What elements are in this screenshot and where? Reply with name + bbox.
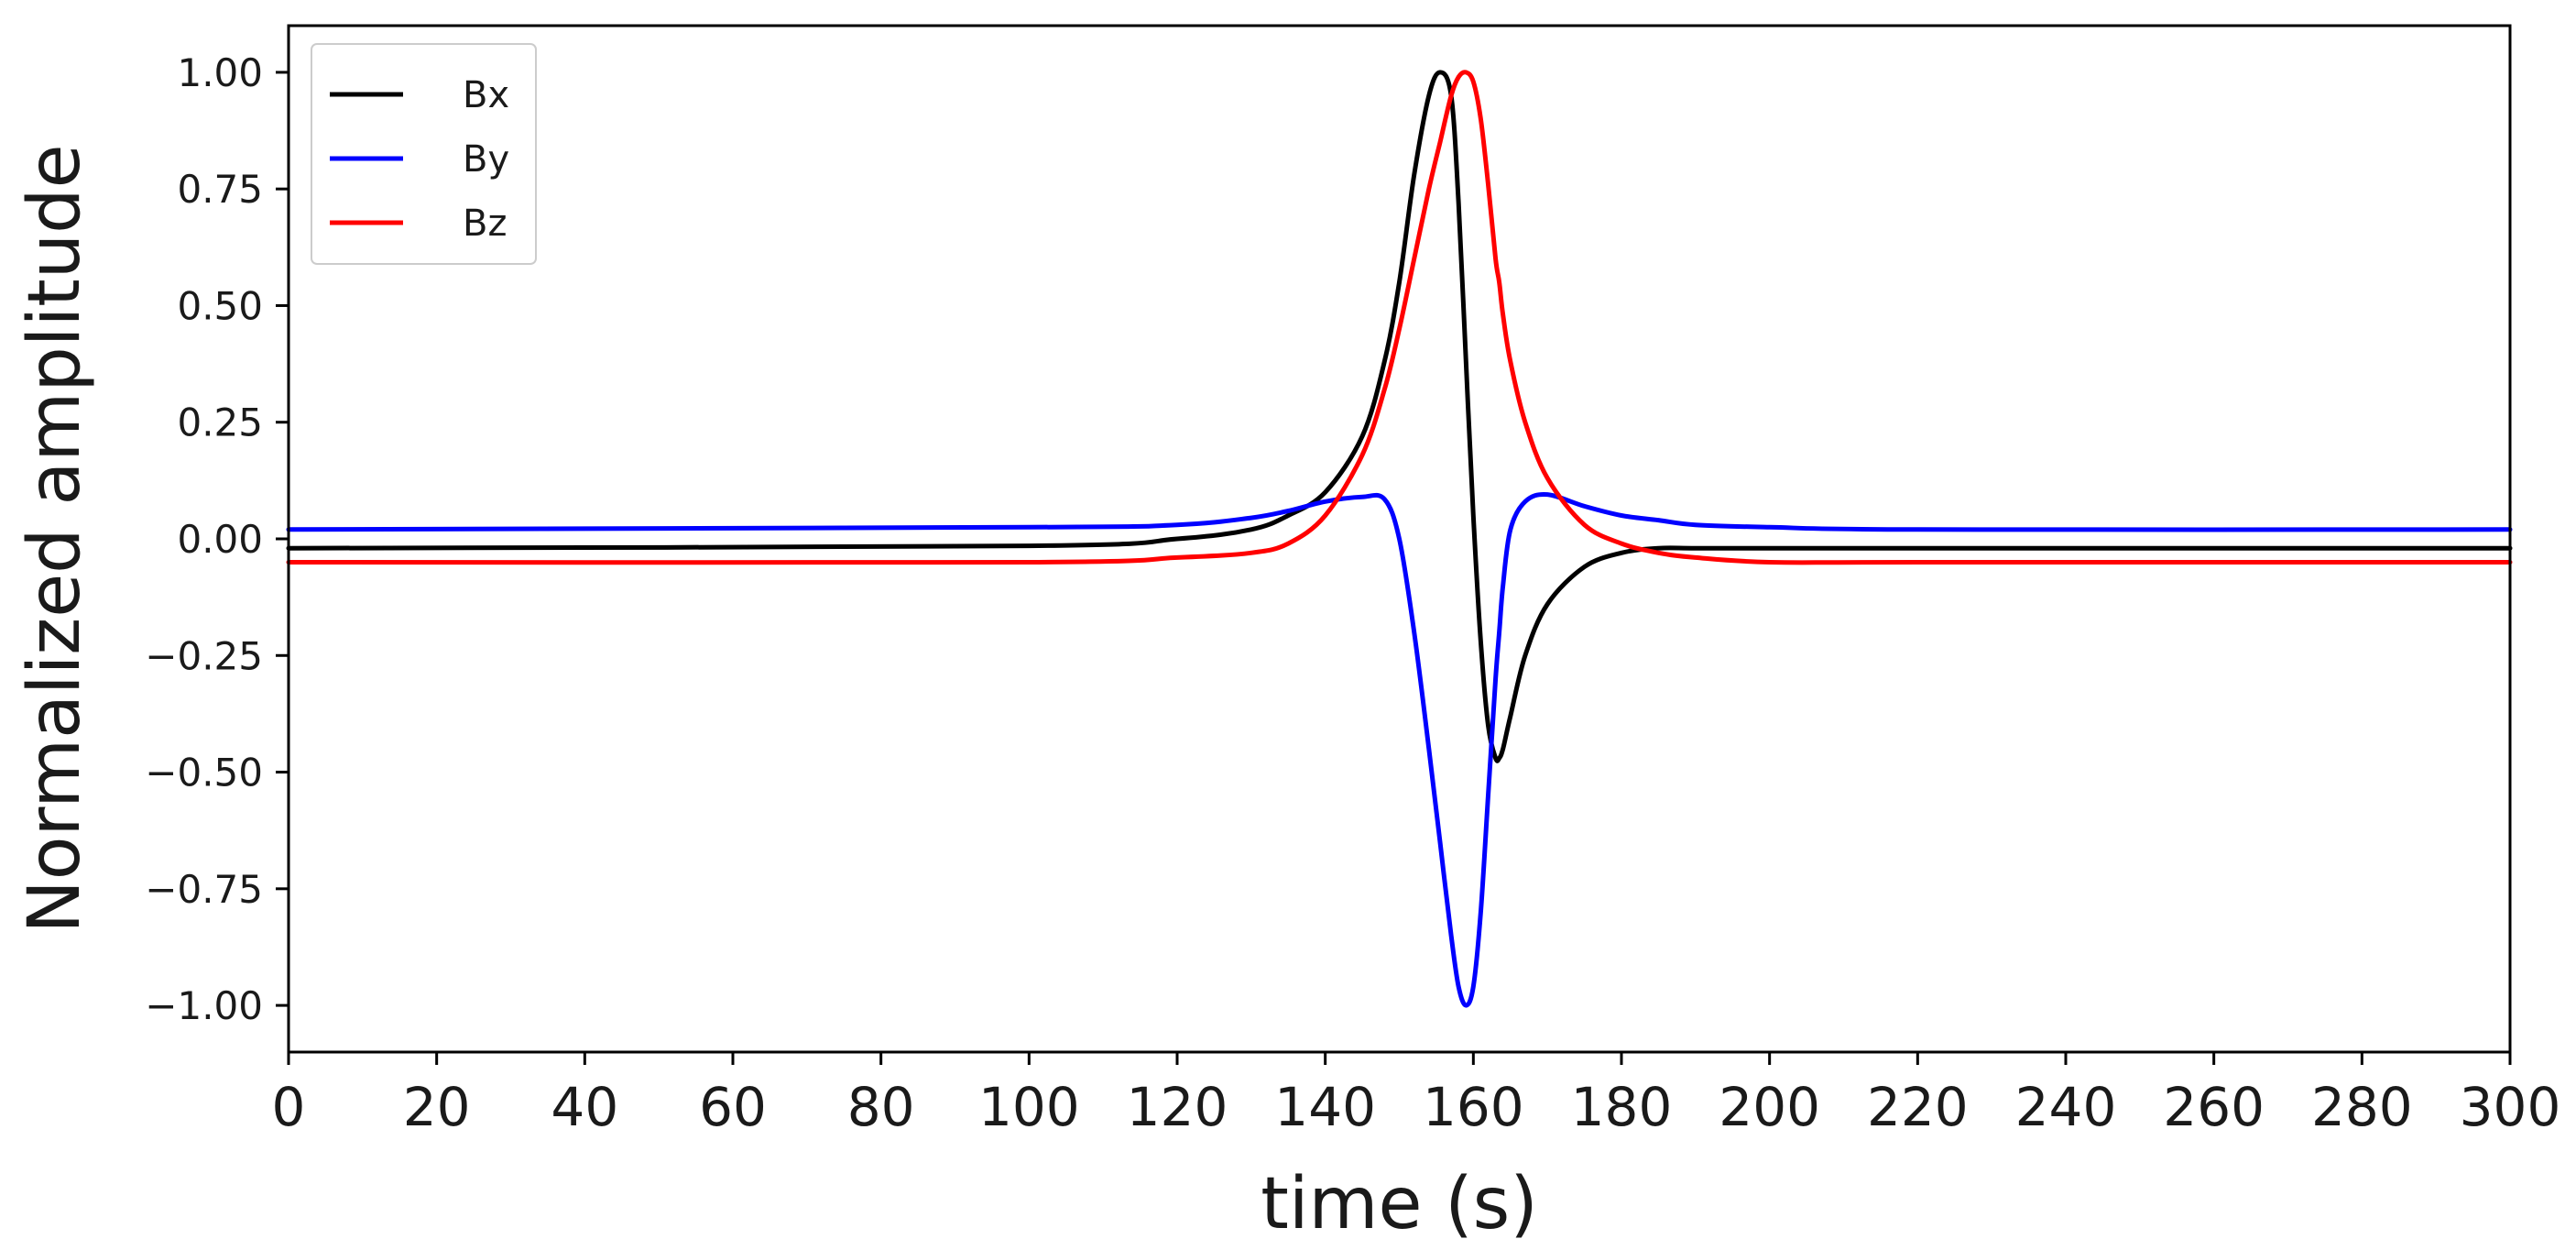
x-tick-label: 160 (1423, 1076, 1524, 1138)
x-tick-label: 140 (1274, 1076, 1376, 1138)
legend-label-by: By (463, 138, 509, 181)
x-tick-label: 260 (2163, 1076, 2265, 1138)
y-tick-label: −1.00 (145, 983, 263, 1028)
y-axis-title: Normalized amplitude (14, 144, 96, 933)
y-tick-label: −0.25 (145, 633, 263, 678)
x-tick-label: 300 (2460, 1076, 2561, 1138)
y-tick-label: −0.50 (145, 751, 263, 795)
legend-items: Bx By Bz (330, 74, 509, 245)
series-line-by (286, 491, 2513, 1008)
plot-frame (287, 24, 2512, 1054)
x-axis-ticks: 0 20 40 60 80 100 120 140 160 180 200 220 240 260 280 3… (272, 1052, 2561, 1138)
x-axis-title: time (s) (1261, 1163, 1538, 1245)
x-tick-label: 200 (1719, 1076, 1820, 1138)
legend-label-bz: Bz (463, 203, 507, 245)
y-tick-label: 0.00 (177, 517, 263, 562)
y-tick-label: 0.75 (177, 167, 263, 212)
x-tick-label: 120 (1127, 1076, 1228, 1138)
legend: Bx By Bz (311, 43, 537, 265)
y-tick-label: −0.75 (145, 867, 263, 912)
series-line-bz (286, 70, 2513, 565)
x-tick-label: 80 (847, 1076, 915, 1138)
y-axis-ticks: 1.00 0.75 0.50 0.25 0.00 −0.25 −0.50 −0.75 −1.00 (145, 50, 289, 1028)
series-layer (286, 70, 2513, 1008)
x-tick-label: 20 (403, 1076, 471, 1138)
x-tick-label: 220 (1867, 1076, 1969, 1138)
x-tick-label: 40 (551, 1076, 618, 1138)
x-tick-label: 0 (272, 1076, 306, 1138)
x-tick-label: 100 (978, 1076, 1080, 1138)
y-tick-label: 0.50 (177, 283, 263, 328)
y-tick-label: 0.25 (177, 400, 263, 445)
legend-label-bx: Bx (463, 74, 509, 116)
x-tick-label: 280 (2311, 1076, 2413, 1138)
y-tick-label: 1.00 (177, 50, 263, 95)
x-tick-label: 180 (1571, 1076, 1673, 1138)
legend-box (311, 43, 537, 265)
series-line-bx (286, 70, 2513, 763)
x-tick-label: 240 (2015, 1076, 2117, 1138)
x-tick-label: 60 (699, 1076, 767, 1138)
